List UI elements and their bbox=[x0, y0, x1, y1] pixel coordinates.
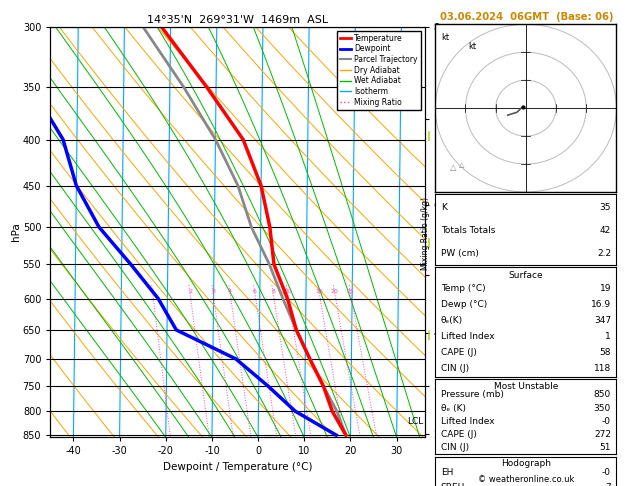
Text: K: K bbox=[441, 204, 447, 212]
Title: 14°35'N  269°31'W  1469m  ASL: 14°35'N 269°31'W 1469m ASL bbox=[147, 15, 328, 25]
Text: θₑ (K): θₑ (K) bbox=[441, 403, 465, 413]
Text: 3: 3 bbox=[211, 290, 215, 295]
Text: PW (cm): PW (cm) bbox=[441, 249, 479, 258]
Text: 6: 6 bbox=[253, 290, 257, 295]
Text: -0: -0 bbox=[602, 417, 611, 426]
Text: 850: 850 bbox=[594, 390, 611, 399]
Text: 1: 1 bbox=[151, 290, 155, 295]
Text: 10: 10 bbox=[284, 290, 292, 295]
Text: Totals Totals: Totals Totals bbox=[441, 226, 495, 235]
Text: -0: -0 bbox=[602, 468, 611, 477]
Text: 35: 35 bbox=[599, 204, 611, 212]
Text: θₑ(K): θₑ(K) bbox=[441, 316, 463, 325]
Text: Lifted Index: Lifted Index bbox=[441, 417, 494, 426]
Text: © weatheronline.co.uk: © weatheronline.co.uk bbox=[477, 474, 574, 484]
Text: 2.2: 2.2 bbox=[597, 249, 611, 258]
X-axis label: Dewpoint / Temperature (°C): Dewpoint / Temperature (°C) bbox=[163, 462, 312, 472]
Text: △: △ bbox=[450, 163, 457, 172]
Text: 25: 25 bbox=[347, 290, 355, 295]
Text: CIN (J): CIN (J) bbox=[441, 364, 469, 373]
Legend: Temperature, Dewpoint, Parcel Trajectory, Dry Adiabat, Wet Adiabat, Isotherm, Mi: Temperature, Dewpoint, Parcel Trajectory… bbox=[337, 31, 421, 110]
Text: 4: 4 bbox=[228, 290, 232, 295]
Text: Surface: Surface bbox=[508, 271, 543, 280]
Text: CAPE (J): CAPE (J) bbox=[441, 430, 477, 439]
Text: kt: kt bbox=[469, 42, 477, 52]
Text: SREH: SREH bbox=[441, 483, 465, 486]
Text: 20: 20 bbox=[331, 290, 339, 295]
Text: 347: 347 bbox=[594, 316, 611, 325]
Y-axis label: km
ASL: km ASL bbox=[443, 224, 462, 241]
Text: 16: 16 bbox=[316, 290, 323, 295]
Text: Pressure (mb): Pressure (mb) bbox=[441, 390, 504, 399]
Text: △: △ bbox=[459, 162, 465, 168]
Text: LCL: LCL bbox=[408, 417, 424, 426]
Text: 2: 2 bbox=[188, 290, 192, 295]
Text: EH: EH bbox=[441, 468, 453, 477]
Text: CAPE (J): CAPE (J) bbox=[441, 348, 477, 357]
Y-axis label: hPa: hPa bbox=[11, 223, 21, 242]
Text: 42: 42 bbox=[599, 226, 611, 235]
Text: 1: 1 bbox=[605, 332, 611, 341]
Text: 51: 51 bbox=[599, 443, 611, 452]
Text: 8: 8 bbox=[271, 290, 275, 295]
Text: 19: 19 bbox=[599, 284, 611, 293]
Text: 118: 118 bbox=[594, 364, 611, 373]
Text: Dewp (°C): Dewp (°C) bbox=[441, 300, 487, 309]
Text: Lifted Index: Lifted Index bbox=[441, 332, 494, 341]
Text: Temp (°C): Temp (°C) bbox=[441, 284, 486, 293]
Text: Hodograph: Hodograph bbox=[501, 459, 551, 468]
Text: 58: 58 bbox=[599, 348, 611, 357]
Text: 350: 350 bbox=[594, 403, 611, 413]
Text: Mixing Ratio (g/kg): Mixing Ratio (g/kg) bbox=[421, 197, 430, 270]
Text: 7: 7 bbox=[605, 483, 611, 486]
Text: CIN (J): CIN (J) bbox=[441, 443, 469, 452]
Text: kt: kt bbox=[442, 33, 450, 42]
Text: 272: 272 bbox=[594, 430, 611, 439]
Text: 03.06.2024  06GMT  (Base: 06): 03.06.2024 06GMT (Base: 06) bbox=[440, 12, 614, 22]
Text: 16.9: 16.9 bbox=[591, 300, 611, 309]
Text: Most Unstable: Most Unstable bbox=[494, 382, 558, 391]
